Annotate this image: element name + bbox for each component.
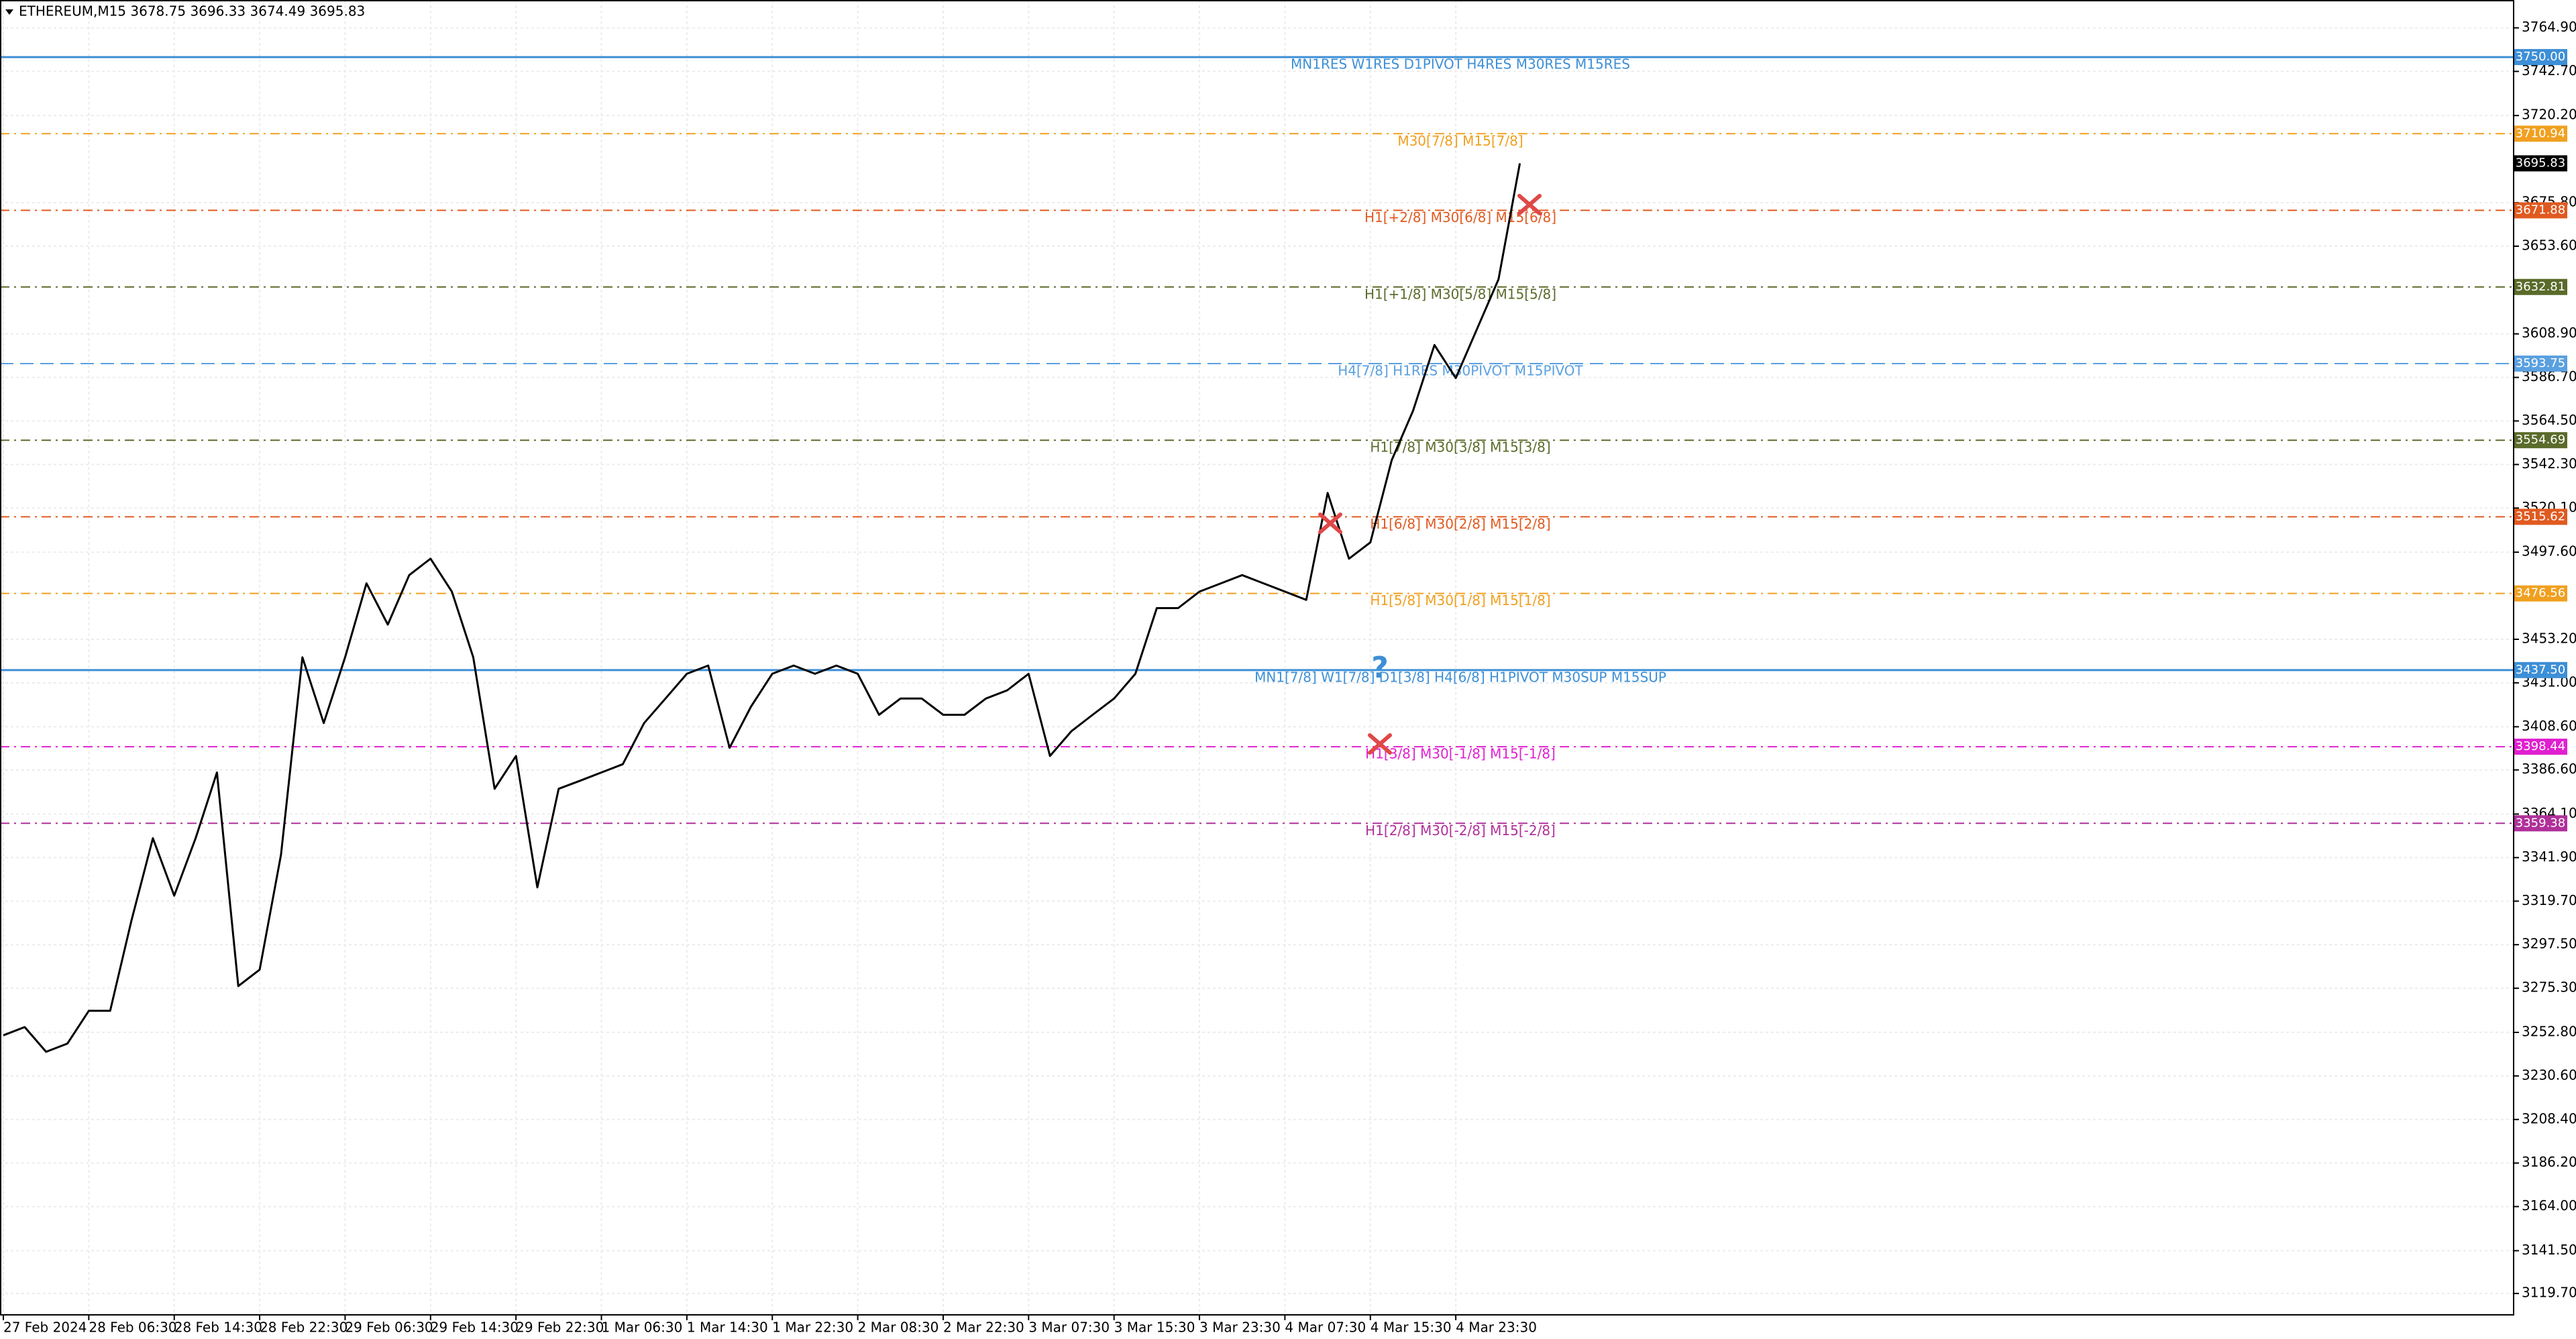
price-tag	[2514, 661, 2567, 678]
x-tick-label: 4 Mar 07:30	[1285, 1320, 1366, 1336]
x-tick-label: 3 Mar 07:30	[1028, 1320, 1110, 1336]
question-marker: ?	[1371, 651, 1389, 685]
x-tick-label: 28 Feb 14:30	[174, 1320, 262, 1336]
x-tick-label: 29 Feb 22:30	[516, 1320, 604, 1336]
price-tag-label: 3359.38	[2516, 816, 2565, 830]
y-tick-label: 3297.50	[2522, 936, 2576, 952]
price-tag-label: 3476.56	[2516, 586, 2565, 600]
price-tag	[2514, 49, 2567, 66]
y-tick-label: 3720.20	[2522, 107, 2576, 123]
price-tag-label: 3750.00	[2516, 50, 2565, 64]
y-tick-label: 3453.20	[2522, 630, 2576, 646]
price-tag-label: 3671.88	[2516, 203, 2565, 217]
y-tick-label: 3497.60	[2522, 543, 2576, 559]
level-label: H1[5/8] M30[1/8] M15[1/8]	[1370, 592, 1550, 608]
price-tag-label: 3398.44	[2516, 739, 2565, 753]
grid	[0, 0, 2514, 1315]
level-label: H1[2/8] M30[-2/8] M15[-2/8]	[1365, 822, 1556, 839]
price-tag	[2514, 432, 2567, 449]
x-tick-label: 2 Mar 08:30	[858, 1320, 939, 1336]
x-tick-label: 1 Mar 22:30	[772, 1320, 853, 1336]
y-tick-label: 3653.60	[2522, 237, 2576, 253]
cross-marker	[1368, 733, 1392, 755]
cross-marker	[1517, 194, 1542, 215]
y-tick-label: 3252.80	[2522, 1023, 2576, 1039]
price-tag-label: 3515.62	[2516, 509, 2565, 523]
x-tick-label: 1 Mar 06:30	[602, 1320, 683, 1336]
price-tag-label: 3632.81	[2516, 280, 2565, 294]
x-tick-label: 3 Mar 23:30	[1199, 1320, 1281, 1336]
level-label: MN1[7/8] W1[7/8] D1[3/8] H4[6/8] H1PIVOT…	[1254, 669, 1666, 685]
x-tick-label: 4 Mar 23:30	[1456, 1320, 1537, 1336]
level-label: M30[7/8] M15[7/8]	[1397, 133, 1523, 149]
axes: 3764.903742.703720.203675.803653.603608.…	[3, 19, 2576, 1336]
price-tag	[2514, 355, 2567, 372]
price-tag	[2514, 125, 2567, 142]
x-tick-label: 28 Feb 22:30	[260, 1320, 347, 1336]
signal-markers	[1318, 194, 1542, 755]
y-tick-label: 3186.20	[2522, 1154, 2576, 1170]
y-tick-label: 3542.30	[2522, 456, 2576, 472]
y-tick-label: 3564.50	[2522, 412, 2576, 428]
price-tag-label: 3710.94	[2516, 126, 2565, 140]
price-tag	[2514, 202, 2567, 219]
series	[3, 163, 1521, 1053]
y-tick-label: 3208.40	[2522, 1110, 2576, 1126]
price-tag-label: 3593.75	[2516, 356, 2565, 370]
level-label: MN1RES W1RES D1PIVOT H4RES M30RES M15RES	[1291, 56, 1630, 72]
level-label: H1[3/8] M30[-1/8] M15[-1/8]	[1365, 746, 1556, 762]
x-tick-label: 27 Feb 2024	[3, 1320, 87, 1336]
price-tag-label: 3437.50	[2516, 663, 2565, 677]
price-tag	[2514, 739, 2567, 755]
y-tick-label: 3341.90	[2522, 849, 2576, 865]
plot-frame	[0, 0, 2514, 1316]
y-tick-label: 3119.70	[2522, 1285, 2576, 1301]
y-tick-label: 3608.90	[2522, 325, 2576, 341]
level-label: H1[6/8] M30[2/8] M15[2/8]	[1370, 516, 1550, 532]
y-tick-label: 3386.60	[2522, 761, 2576, 777]
y-tick-label: 3408.60	[2522, 718, 2576, 734]
price-tag	[2514, 278, 2567, 295]
price-line	[3, 163, 1521, 1053]
price-tag	[2514, 508, 2567, 525]
level-label: H1[+1/8] M30[5/8] M15[5/8]	[1364, 286, 1556, 302]
x-tick-label: 29 Feb 06:30	[345, 1320, 433, 1336]
x-tick-label: 29 Feb 14:30	[431, 1320, 519, 1336]
chart-title: ETHEREUM,M15 3678.75 3696.33 3674.49 369…	[19, 3, 365, 19]
price-tag-label: 3554.69	[2516, 433, 2565, 447]
last-price-tag	[2514, 155, 2567, 172]
levels: MN1RES W1RES D1PIVOT H4RES M30RES M15RES…	[0, 56, 2514, 839]
y-tick-label: 3764.90	[2522, 19, 2576, 35]
y-tick-label: 3141.50	[2522, 1242, 2576, 1258]
x-tick-label: 28 Feb 06:30	[89, 1320, 176, 1336]
menu-arrow	[5, 9, 13, 15]
x-tick-label: 1 Mar 14:30	[687, 1320, 768, 1336]
x-tick-label: 4 Mar 15:30	[1371, 1320, 1452, 1336]
y-tick-label: 3230.60	[2522, 1067, 2576, 1083]
cross-marker	[1318, 513, 1342, 534]
price-tag	[2514, 815, 2567, 832]
y-tick-label: 3164.00	[2522, 1197, 2576, 1214]
x-tick-label: 3 Mar 15:30	[1114, 1320, 1195, 1336]
last-price-label: 3695.83	[2516, 156, 2565, 170]
price-tag	[2514, 585, 2567, 602]
y-tick-label: 3319.70	[2522, 892, 2576, 908]
x-tick-label: 2 Mar 22:30	[943, 1320, 1024, 1336]
y-tick-label: 3275.30	[2522, 979, 2576, 996]
level-label: H1[+2/8] M30[6/8] M15[6/8]	[1364, 209, 1556, 225]
